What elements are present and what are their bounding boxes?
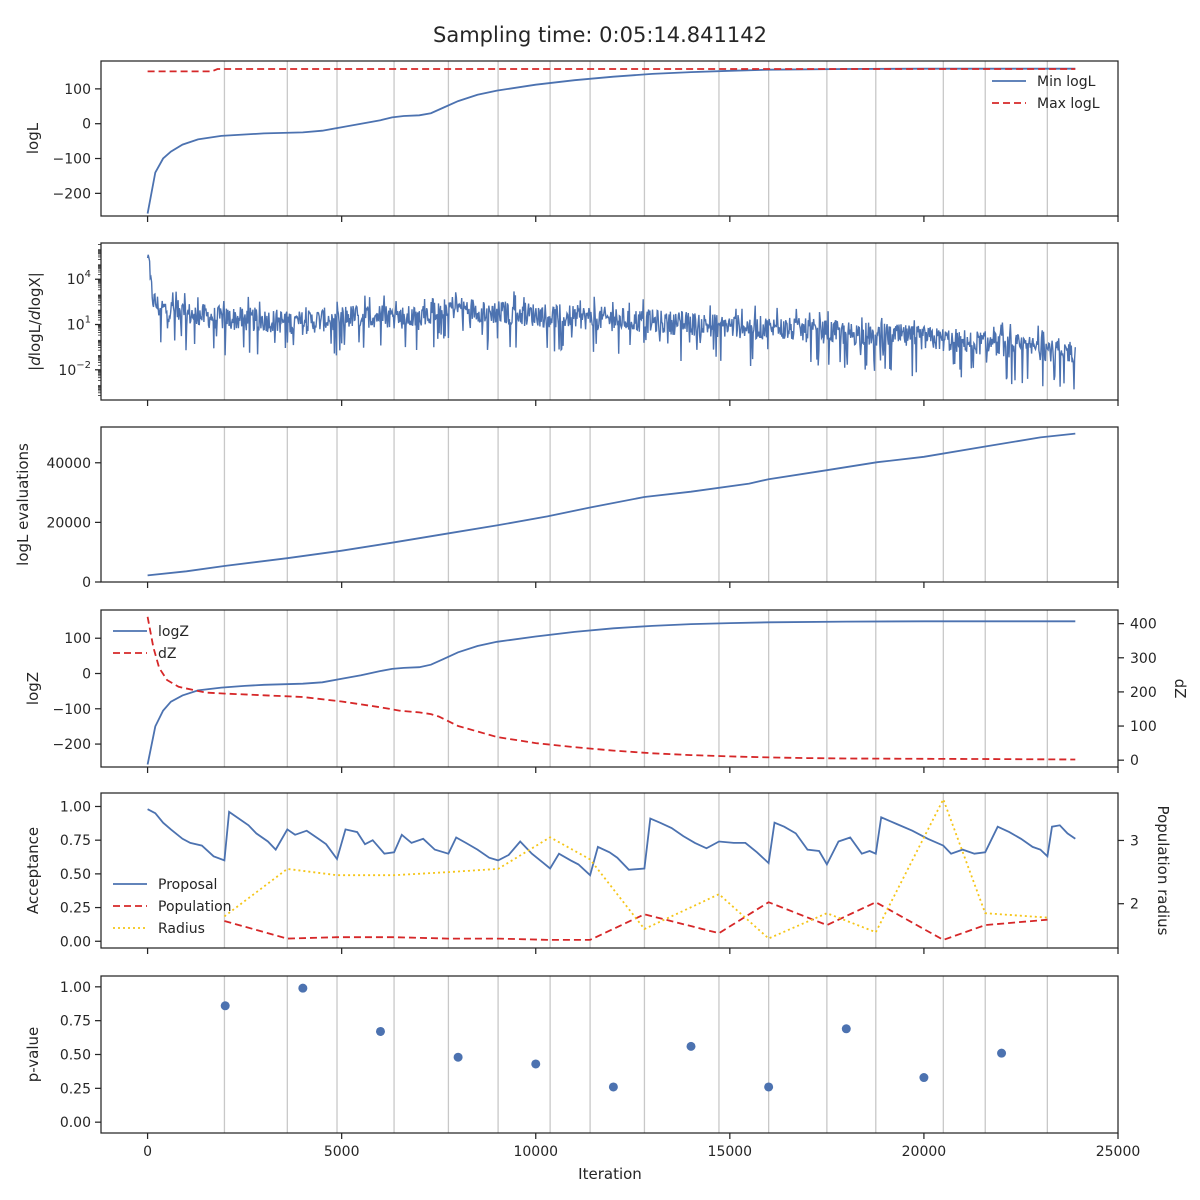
y-tick-label: 0.75 bbox=[60, 1014, 91, 1030]
figure-title: Sampling time: 0:05:14.841142 bbox=[433, 23, 767, 47]
series-line-max-logl bbox=[147, 68, 1076, 73]
y-tick-label: 40000 bbox=[46, 456, 91, 472]
y-tick-label: 0 bbox=[82, 117, 91, 133]
y-axis-label: logL evaluations bbox=[14, 443, 32, 566]
scatter-point bbox=[298, 983, 308, 993]
plot-area-pvalue bbox=[220, 983, 1007, 1092]
scatter-point bbox=[608, 1082, 618, 1092]
axes-frame bbox=[100, 975, 1119, 1134]
y2-tick-label: 0 bbox=[1130, 753, 1139, 769]
panel-acceptance: 1.00 0.75 0.50 0.25 0.00 Acceptance 2 3 Populati… bbox=[24, 792, 1172, 954]
y-tick-label: 0 bbox=[82, 667, 91, 683]
x-tick-label: 15000 bbox=[708, 1144, 753, 1160]
x-axis-label: Iteration bbox=[578, 1165, 642, 1183]
y2-tick-label: 400 bbox=[1130, 617, 1157, 633]
x-tick-label: 25000 bbox=[1096, 1144, 1141, 1160]
series-line-logz bbox=[146, 620, 1076, 765]
plot-area-acceptance bbox=[147, 797, 1076, 941]
scatter-point bbox=[531, 1059, 541, 1069]
plot-area-evals bbox=[147, 432, 1076, 577]
y-axis-label: Acceptance bbox=[24, 827, 42, 914]
series-line-radius bbox=[223, 797, 1048, 940]
legend-label: Proposal bbox=[158, 877, 217, 893]
y-axis-label: |dlogL/dlogX| bbox=[26, 272, 44, 371]
plot-area-dlogl bbox=[146, 254, 1076, 390]
y-axis-label: p-value bbox=[24, 1027, 42, 1083]
y2-tick-label: 3 bbox=[1130, 833, 1139, 849]
y-tick-label: 0.50 bbox=[60, 1048, 91, 1064]
y-tick-label: 0.00 bbox=[60, 1115, 91, 1131]
x-tick-label: 10000 bbox=[513, 1144, 558, 1160]
y-tick-label: 0 bbox=[82, 575, 91, 591]
y-tick-label: −200 bbox=[53, 737, 91, 753]
legend-label: Min logL bbox=[1037, 74, 1096, 90]
panel-logz: 100 0 −100 −200 logZ 0 100 200 300 400 dZ logZ dZ bbox=[24, 609, 1189, 773]
axes-frame bbox=[100, 609, 1119, 768]
axes-frame bbox=[100, 792, 1119, 949]
legend-label: Radius bbox=[158, 921, 205, 937]
y-tick-label: 104 bbox=[67, 269, 91, 288]
y2-tick-label: 100 bbox=[1130, 719, 1157, 735]
panel-logl: 100 0 −100 −200 logL Min logL Max logL bbox=[24, 60, 1119, 222]
y-tick-label: −100 bbox=[53, 702, 91, 718]
axes-frame bbox=[100, 426, 1119, 583]
panel-dlogl: 104 101 10−2 |dlogL/dlogX| bbox=[26, 242, 1119, 406]
y2-axis-label: dZ bbox=[1171, 679, 1189, 699]
y-tick-label: 100 bbox=[64, 82, 91, 98]
series-line-dz bbox=[146, 616, 1076, 761]
y-tick-label: 0.25 bbox=[60, 901, 91, 917]
y2-axis-label: Population radius bbox=[1154, 806, 1172, 936]
axes-frame bbox=[100, 242, 1119, 401]
y-tick-label: 0.50 bbox=[60, 867, 91, 883]
y-tick-label: −100 bbox=[53, 152, 91, 168]
legend-label: logZ bbox=[158, 624, 189, 640]
y2-tick-label: 2 bbox=[1130, 897, 1139, 913]
scatter-point bbox=[919, 1073, 929, 1083]
y-axis-label: logZ bbox=[24, 672, 42, 705]
scatter-point bbox=[453, 1052, 463, 1062]
y-axis-label: logL bbox=[24, 122, 42, 154]
y-tick-label: 1.00 bbox=[60, 980, 91, 996]
y-tick-label: 0.75 bbox=[60, 833, 91, 849]
panel-evals: 0 20000 40000 logL evaluations bbox=[14, 426, 1119, 591]
scatter-point bbox=[686, 1041, 696, 1051]
y2-tick-label: 200 bbox=[1130, 685, 1157, 701]
scatter-point bbox=[375, 1026, 385, 1036]
scatter-point bbox=[997, 1048, 1007, 1058]
y-tick-label: 20000 bbox=[46, 515, 91, 531]
legend: Proposal Population Radius bbox=[113, 877, 232, 937]
y-tick-label: 100 bbox=[64, 631, 91, 647]
scatter-point bbox=[841, 1024, 851, 1034]
y-tick-label: 0.00 bbox=[60, 934, 91, 950]
x-tick-label: 5000 bbox=[324, 1144, 360, 1160]
axes-frame bbox=[100, 60, 1119, 217]
y-tick-label: 10−2 bbox=[58, 360, 91, 379]
plot-area-logz bbox=[146, 616, 1076, 765]
legend: Min logL Max logL bbox=[992, 74, 1100, 112]
y-tick-label: −200 bbox=[53, 186, 91, 202]
scatter-point bbox=[220, 1001, 230, 1011]
legend-label: Population bbox=[158, 899, 232, 915]
legend-label: Max logL bbox=[1037, 96, 1100, 112]
legend-label: dZ bbox=[158, 646, 176, 662]
scatter-point bbox=[764, 1082, 774, 1092]
legend: logZ dZ bbox=[113, 624, 189, 662]
x-tick-label: 0 bbox=[143, 1144, 152, 1160]
y2-tick-label: 300 bbox=[1130, 651, 1157, 667]
series-line-evals bbox=[147, 432, 1076, 577]
y-tick-label: 101 bbox=[67, 315, 91, 334]
series-line-population bbox=[224, 901, 1048, 941]
x-tick-label: 20000 bbox=[902, 1144, 947, 1160]
y-tick-label: 0.25 bbox=[60, 1081, 91, 1097]
plot-area-logl bbox=[146, 67, 1076, 214]
panel-pvalue: 0 5000 10000 15000 20000 25000 1.00 0.75 0.50 0.2… bbox=[24, 975, 1141, 1160]
series-line-min-logl bbox=[146, 67, 1076, 214]
series-line bbox=[146, 254, 1076, 390]
y-tick-label: 1.00 bbox=[60, 799, 91, 815]
series-line-proposal bbox=[147, 808, 1076, 877]
